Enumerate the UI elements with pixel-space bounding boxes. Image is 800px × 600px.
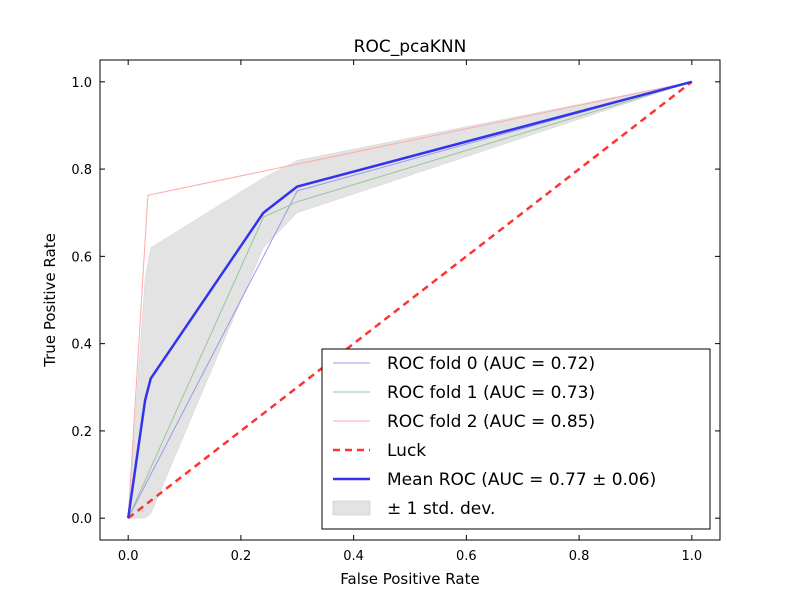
legend-label-band: ± 1 std. dev.	[387, 499, 495, 519]
y-tick-label: 1.0	[71, 76, 92, 91]
y-tick-label: 0.8	[71, 163, 92, 178]
legend-swatch-band	[332, 500, 371, 516]
x-tick-label: 0.4	[343, 549, 364, 564]
x-tick-label: 1.0	[681, 549, 702, 564]
y-tick-label: 0.6	[71, 250, 92, 265]
legend-label-0: ROC fold 0 (AUC = 0.72)	[387, 354, 595, 374]
y-axis-label: True Positive Rate	[41, 233, 59, 368]
series-line-3	[127, 80, 693, 520]
legend-box	[321, 348, 711, 530]
x-tick-label: 0.8	[569, 549, 590, 564]
x-tick-label: 0.0	[118, 549, 139, 564]
x-tick-label: 0.2	[231, 549, 252, 564]
y-tick-label: 0.4	[71, 338, 92, 353]
y-tick-label: 0.0	[71, 512, 92, 527]
chart-title: ROC_pcaKNN	[354, 37, 467, 57]
series-line-0	[127, 81, 692, 519]
legend: ROC fold 0 (AUC = 0.72) ROC fold 1 (AUC =…	[321, 348, 711, 530]
plot-frame	[99, 59, 721, 541]
series-line-1	[127, 81, 692, 519]
x-axis-label: False Positive Rate	[340, 570, 479, 588]
axis-ticks-layer: 0.0 0.2 0.4 0.6 0.8 1.0 0.0 0.2 0.4 0.6 0.8 1.0	[71, 60, 720, 564]
x-tick-label: 0.6	[456, 549, 477, 564]
series-line-4	[126, 80, 693, 519]
legend-label-3: Luck	[387, 441, 426, 461]
legend-label-2: ROC fold 2 (AUC = 0.85)	[387, 412, 595, 432]
legend-label-4: Mean ROC (AUC = 0.77 ± 0.06)	[387, 470, 656, 490]
legend-label-1: ROC fold 1 (AUC = 0.73)	[387, 383, 595, 403]
series-line-2	[127, 81, 692, 519]
y-tick-label: 0.2	[71, 425, 92, 440]
roc-lines-layer	[126, 80, 693, 520]
